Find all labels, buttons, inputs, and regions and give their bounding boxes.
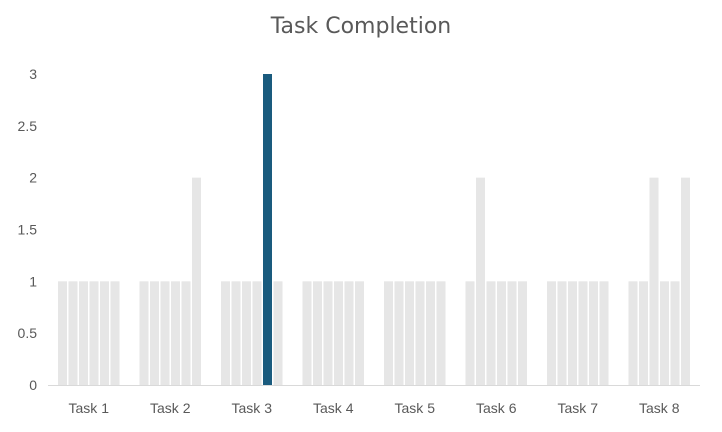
- bar: [507, 281, 517, 385]
- bar: [79, 281, 88, 385]
- y-tick-label: 1: [29, 273, 37, 289]
- bar: [160, 281, 170, 385]
- bar: [681, 177, 690, 385]
- bar: [465, 281, 475, 385]
- x-category-label: Task 8: [639, 400, 680, 416]
- bar: [628, 281, 638, 385]
- bar: [68, 281, 78, 385]
- bar: [231, 281, 241, 385]
- bar: [405, 281, 414, 385]
- x-category-label: Task 4: [313, 400, 354, 416]
- x-category-label: Task 5: [395, 400, 436, 416]
- bar: [273, 281, 283, 385]
- bar: [252, 281, 262, 385]
- bar: [426, 281, 435, 385]
- chart-title: Task Completion: [270, 14, 452, 39]
- bar: [192, 177, 201, 385]
- y-tick-label: 0.5: [18, 325, 38, 341]
- bar: [58, 281, 67, 385]
- bar: [89, 281, 99, 385]
- bar: [660, 281, 669, 385]
- bar: [394, 281, 404, 385]
- bar: [497, 281, 506, 385]
- bar: [518, 281, 527, 385]
- bar: [384, 281, 393, 385]
- bar: [355, 281, 364, 385]
- y-tick-label: 2: [29, 170, 37, 186]
- bar: [171, 281, 180, 385]
- x-category-label: Task 3: [232, 400, 273, 416]
- bar: [302, 281, 312, 385]
- bar: [323, 281, 333, 385]
- y-tick-label: 2.5: [18, 118, 38, 134]
- bar: [639, 281, 648, 385]
- bar: [110, 281, 120, 385]
- bar: [313, 281, 322, 385]
- bar: [486, 281, 496, 385]
- x-category-label: Task 7: [558, 400, 599, 416]
- bar: [476, 177, 485, 385]
- bar: [670, 281, 680, 385]
- bar: [181, 281, 191, 385]
- bar: [436, 281, 446, 385]
- bar: [150, 281, 159, 385]
- bar: [139, 281, 149, 385]
- bar: [100, 281, 109, 385]
- bar: [334, 281, 343, 385]
- bar: [568, 281, 577, 385]
- bar: [578, 281, 588, 385]
- bar: [599, 281, 609, 385]
- bar: [649, 177, 659, 385]
- bar: [242, 281, 251, 385]
- x-category-label: Task 2: [150, 400, 191, 416]
- y-tick-label: 0: [29, 377, 37, 393]
- bar: [221, 281, 230, 385]
- x-category-label: Task 6: [476, 400, 517, 416]
- bar: [589, 281, 598, 385]
- bar: [344, 281, 354, 385]
- y-tick-label: 3: [29, 66, 37, 82]
- bar: [557, 281, 567, 385]
- y-tick-label: 1.5: [18, 222, 38, 238]
- bar: [547, 281, 556, 385]
- bar: [415, 281, 425, 385]
- x-category-label: Task 1: [69, 400, 110, 416]
- bar-highlighted: [263, 74, 272, 385]
